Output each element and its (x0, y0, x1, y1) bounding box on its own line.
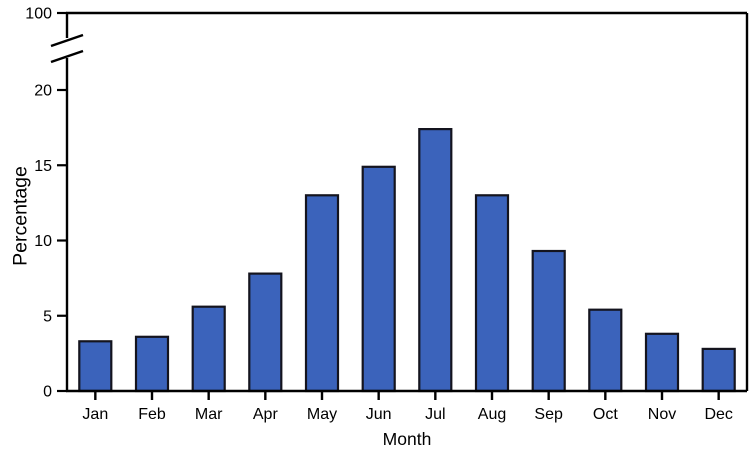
x-tick-label-mar: Mar (195, 406, 223, 423)
y-tick-label-5: 5 (43, 308, 52, 325)
x-tick-label-may: May (307, 406, 337, 423)
axis-break-icon (50, 49, 84, 64)
bar-jan (78, 340, 113, 393)
y-tick-label-20: 20 (34, 83, 52, 100)
x-axis-title: Month (382, 429, 432, 449)
y-tick-label-15: 15 (34, 158, 52, 175)
bar-nov (644, 332, 680, 393)
bar-apr (248, 272, 283, 393)
bar-may (304, 194, 340, 393)
axis-break-icon (50, 33, 84, 48)
x-tick-label-jul: Jul (425, 406, 445, 423)
x-tick-label-sep: Sep (534, 406, 563, 423)
bar-aug (474, 194, 510, 393)
bar-mar (191, 305, 226, 393)
x-tick-label-apr: Apr (253, 406, 279, 423)
bar-feb (134, 335, 170, 393)
bar-sep (531, 249, 566, 393)
x-tick-label-dec: Dec (704, 406, 732, 423)
x-tick-label-nov: Nov (648, 406, 676, 423)
y-tick-label-0: 0 (43, 384, 52, 401)
y-tick-label-10: 10 (34, 233, 52, 250)
bar-jul (418, 128, 453, 393)
bar-oct (588, 308, 623, 393)
x-tick-label-feb: Feb (138, 406, 166, 423)
y-axis-title: Percentage (9, 166, 32, 266)
bar-dec (701, 347, 736, 393)
bar-jun (361, 165, 396, 393)
x-tick-label-jan: Jan (82, 406, 108, 423)
x-tick-label-jun: Jun (366, 406, 392, 423)
x-tick-label-aug: Aug (478, 406, 506, 423)
x-tick-label-oct: Oct (593, 406, 618, 423)
y-tick-label-top: 100 (25, 6, 52, 23)
